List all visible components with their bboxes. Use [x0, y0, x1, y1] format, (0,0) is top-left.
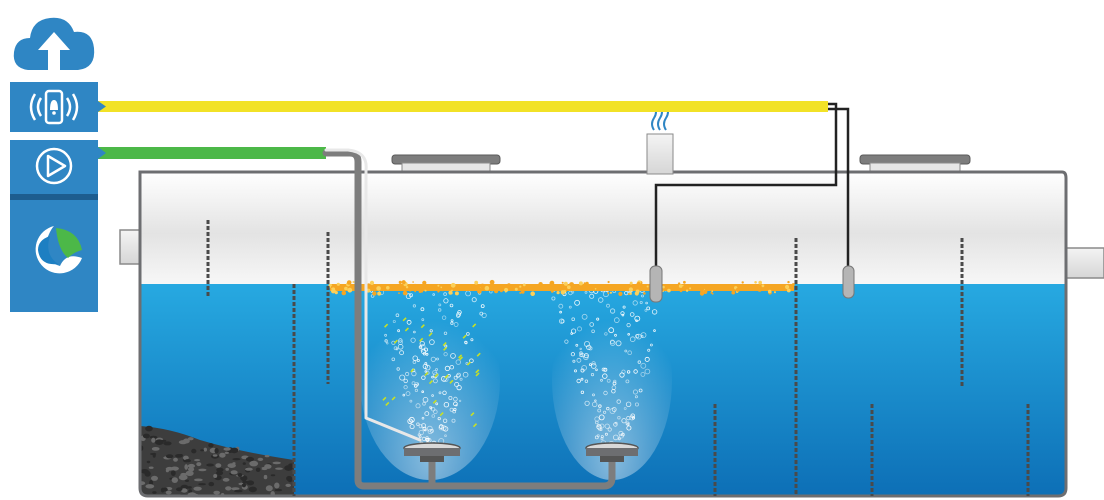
- panel-connector: [10, 194, 98, 200]
- signal-cable: [98, 101, 850, 268]
- gravel-bed: [140, 426, 294, 496]
- brand-logo-icon: [35, 226, 82, 274]
- play-icon: [35, 147, 73, 185]
- vent-stack: [646, 105, 674, 175]
- alarm-panel[interactable]: [10, 82, 98, 132]
- level-sensor-left: [649, 265, 663, 303]
- aerator-right: [585, 442, 639, 462]
- logo-panel: [10, 200, 98, 312]
- air-cable: [98, 147, 326, 159]
- manhole-cover-right: [859, 154, 971, 175]
- aerator-left: [403, 442, 461, 462]
- air-supply-pipe: [322, 148, 616, 490]
- cloud-upload-icon[interactable]: [10, 0, 98, 80]
- pump-panel[interactable]: [10, 140, 98, 194]
- tank-outline: [138, 170, 1068, 498]
- level-sensor-right: [842, 265, 855, 299]
- baffles: [206, 220, 1030, 496]
- outlet-pipe: [1061, 247, 1104, 279]
- phone-alarm-icon: [29, 89, 79, 125]
